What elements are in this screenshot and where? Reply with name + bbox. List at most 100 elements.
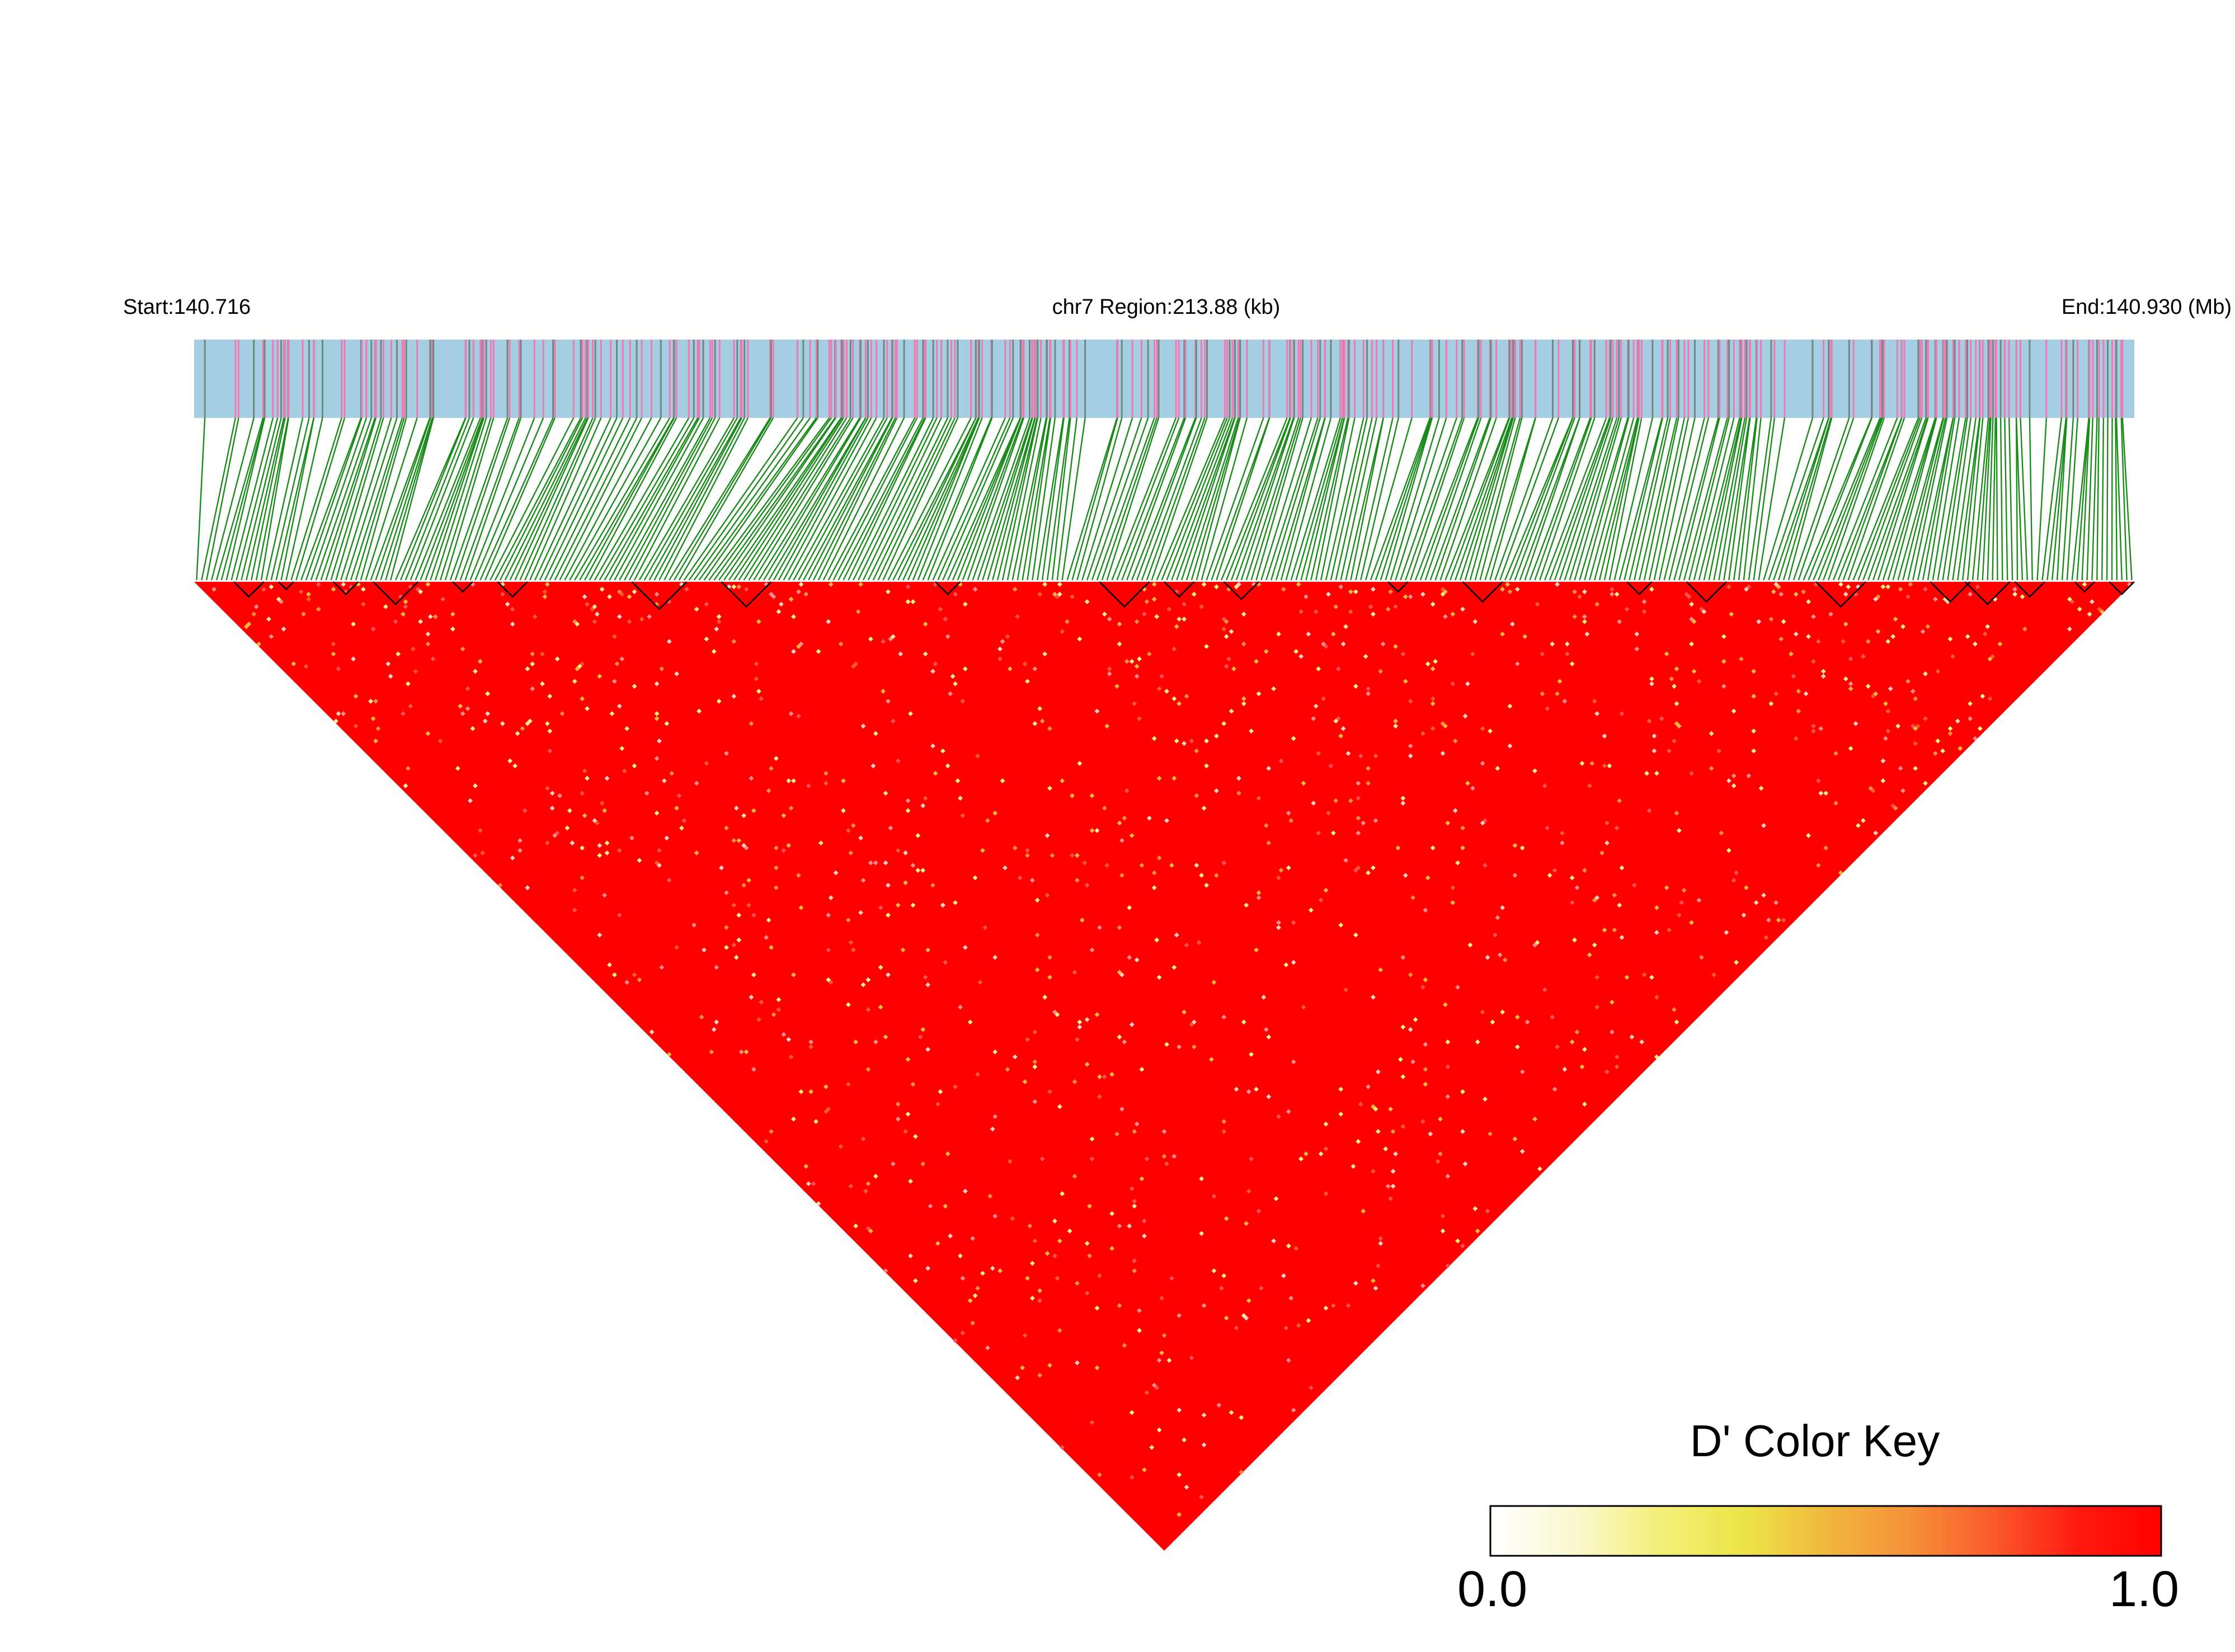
ld-cell bbox=[826, 912, 831, 918]
ld-cell bbox=[923, 651, 928, 657]
ld-cell bbox=[1390, 1169, 1396, 1174]
ld-cell bbox=[1236, 775, 1241, 781]
ld-cell bbox=[1345, 1303, 1351, 1309]
ld-cell bbox=[1141, 611, 1147, 617]
snp-connector-line bbox=[633, 417, 721, 581]
ld-cell bbox=[1679, 900, 1685, 905]
ld-cell bbox=[1348, 589, 1353, 595]
snp-connector-line bbox=[1484, 417, 1536, 581]
ld-cell bbox=[771, 1012, 777, 1018]
ld-cell bbox=[1072, 969, 1077, 975]
ld-cell bbox=[1117, 1303, 1122, 1309]
ld-cell bbox=[704, 761, 709, 766]
snp-connector-line bbox=[1713, 417, 1746, 581]
ld-cell bbox=[1408, 698, 1413, 704]
ld-cell bbox=[2097, 606, 2102, 612]
ld-cell bbox=[716, 698, 722, 704]
ld-block-outline bbox=[497, 581, 528, 598]
ld-cell bbox=[1271, 1238, 1277, 1244]
ld-cell bbox=[1555, 582, 1560, 587]
color-key-max-label: 1.0 bbox=[2109, 1561, 2180, 1617]
ld-cell bbox=[769, 945, 774, 950]
ld-cell bbox=[1763, 935, 1769, 940]
ld-cell bbox=[1400, 1124, 1406, 1129]
snp-connector-line bbox=[1778, 417, 1830, 581]
ld-cell bbox=[1221, 860, 1227, 865]
ld-cell bbox=[1306, 1318, 1311, 1323]
ld-cell bbox=[1470, 785, 1475, 791]
ld-cell bbox=[1363, 653, 1368, 659]
ld-cell bbox=[1599, 850, 1605, 856]
ld-cell bbox=[654, 716, 660, 721]
ld-cell bbox=[405, 681, 411, 686]
ld-cell bbox=[1134, 957, 1140, 963]
ld-cell bbox=[383, 604, 388, 609]
snp-connector-line bbox=[1265, 417, 1319, 581]
snp-connector-line bbox=[236, 417, 279, 581]
ld-cell bbox=[554, 830, 560, 836]
snp-connector-line bbox=[1126, 417, 1187, 581]
ld-cell bbox=[1883, 701, 1888, 707]
ld-cell bbox=[881, 639, 886, 644]
ld-cell bbox=[425, 731, 431, 736]
ld-cell bbox=[1430, 666, 1436, 672]
ld-cell bbox=[1540, 651, 1545, 657]
ld-cell bbox=[1455, 1238, 1461, 1244]
ld-cell bbox=[1338, 1112, 1344, 1117]
ld-cell bbox=[751, 1067, 756, 1072]
snp-connector-line bbox=[1305, 417, 1345, 581]
snp-connector-line bbox=[827, 417, 916, 581]
ld-cell bbox=[331, 641, 336, 647]
ld-cell bbox=[1229, 708, 1234, 714]
ld-cell bbox=[933, 770, 938, 776]
snp-connector-line bbox=[1693, 417, 1735, 581]
snp-connector-line bbox=[1927, 417, 1956, 581]
snp-connector-line bbox=[2066, 417, 2078, 581]
ld-cell bbox=[1134, 1121, 1140, 1127]
snp-connector-line bbox=[1111, 417, 1177, 581]
snp-connector-line bbox=[395, 417, 467, 581]
ld-cell bbox=[883, 860, 888, 865]
ld-cell bbox=[1968, 591, 1973, 597]
ld-cell bbox=[611, 972, 617, 977]
snp-connector-line bbox=[1549, 417, 1611, 581]
ld-cell bbox=[925, 1265, 931, 1271]
ld-cell bbox=[1455, 860, 1461, 865]
ld-cell bbox=[860, 1136, 866, 1142]
ld-cell bbox=[684, 586, 689, 592]
ld-cell bbox=[1213, 584, 1219, 590]
ld-cell bbox=[303, 663, 309, 669]
snp-connector-line bbox=[932, 417, 1006, 581]
snp-connector-line bbox=[1300, 417, 1345, 581]
ld-cell bbox=[1848, 656, 1853, 662]
ld-cell bbox=[1472, 619, 1478, 624]
snp-connector-line bbox=[589, 417, 677, 581]
ld-cell bbox=[1196, 940, 1202, 945]
ld-cell bbox=[895, 1102, 901, 1107]
ld-cell bbox=[813, 1119, 818, 1124]
snp-connector-line bbox=[1852, 417, 1919, 581]
ld-cell bbox=[1042, 582, 1048, 587]
ld-cell bbox=[517, 848, 523, 853]
snp-connector-line bbox=[449, 417, 509, 581]
ld-cell bbox=[1236, 790, 1241, 796]
ld-cell bbox=[845, 1081, 851, 1087]
ld-cell bbox=[547, 728, 553, 734]
ld-cell bbox=[425, 641, 431, 647]
ld-cell bbox=[731, 837, 737, 843]
snp-connector-line bbox=[1459, 417, 1514, 581]
ld-cell bbox=[1935, 738, 1941, 743]
ld-cell bbox=[1815, 778, 1821, 784]
ld-cell bbox=[1107, 671, 1112, 676]
snp-connector-line bbox=[2091, 417, 2098, 581]
ld-cell bbox=[1298, 1156, 1304, 1161]
ld-cell bbox=[403, 599, 408, 605]
ld-cell bbox=[1117, 969, 1122, 975]
ld-cell bbox=[1127, 905, 1132, 910]
ld-cell bbox=[396, 651, 401, 657]
snp-connector-line bbox=[330, 417, 382, 581]
ld-cell bbox=[1072, 1079, 1077, 1085]
snp-connector-line bbox=[902, 417, 979, 581]
ld-cell bbox=[1323, 887, 1329, 893]
snp-connector-line bbox=[1574, 417, 1622, 581]
